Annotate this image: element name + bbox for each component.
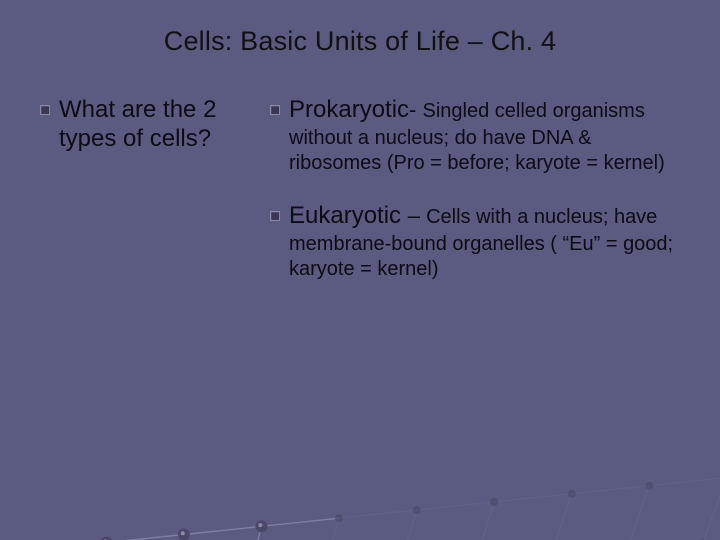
right-item-lead: Eukaryotic [289, 202, 408, 229]
right-bullet-item-prokaryotic: Prokaryotic- Singled celled organisms wi… [270, 95, 680, 177]
right-item-content: Prokaryotic- Singled celled organisms wi… [289, 95, 680, 177]
bullet-icon [270, 105, 280, 115]
content-columns: What are the 2 types of cells? Prokaryot… [40, 95, 680, 307]
right-column: Prokaryotic- Singled celled organisms wi… [270, 95, 680, 307]
left-bullet-item: What are the 2 types of cells? [40, 95, 240, 154]
right-item-separator: – [408, 203, 426, 228]
left-item-text: What are the 2 types of cells? [59, 95, 240, 154]
bullet-icon [40, 105, 50, 115]
left-column: What are the 2 types of cells? [40, 95, 240, 178]
bullet-icon [270, 211, 280, 221]
right-bullet-item-eukaryotic: Eukaryotic – Cells with a nucleus; have … [270, 201, 680, 283]
slide-title: Cells: Basic Units of Life – Ch. 4 [40, 26, 680, 57]
right-item-separator: - [409, 97, 422, 122]
right-item-content: Eukaryotic – Cells with a nucleus; have … [289, 201, 680, 283]
slide: Cells: Basic Units of Life – Ch. 4 What … [0, 0, 720, 540]
right-item-lead: Prokaryotic [289, 96, 409, 123]
